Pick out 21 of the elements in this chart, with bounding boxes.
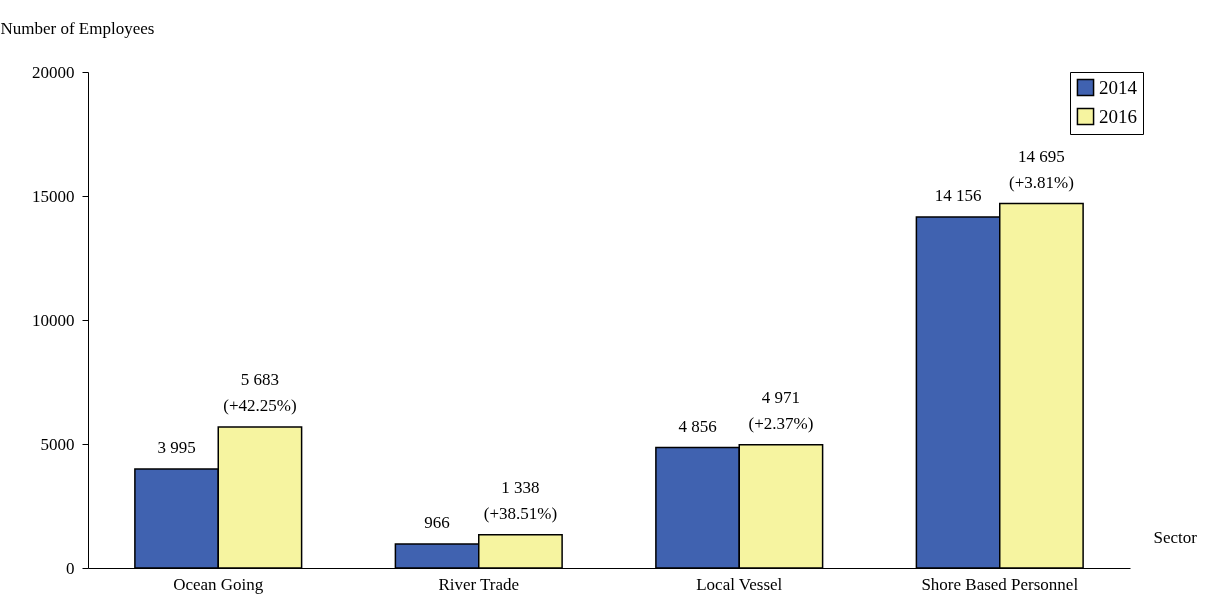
data-label: 4 856 — [678, 416, 717, 436]
legend-label: 2016 — [1099, 105, 1137, 127]
y-tick-label: 0 — [66, 558, 75, 578]
text: 14 695 (+3.81%) — [1009, 146, 1074, 192]
y-tick-label: 5000 — [40, 434, 75, 454]
x-tick-label: Ocean Going — [173, 574, 264, 594]
y-tick-label: 15000 — [32, 186, 75, 206]
x-axis-title: Sector — [1153, 527, 1198, 547]
data-label: 14 156 — [934, 185, 982, 205]
text: 1 338 (+38.51%) — [483, 477, 558, 523]
x-tick-label: Local Vessel — [696, 574, 783, 594]
y-tick-label: 20000 — [32, 62, 75, 82]
x-tick-label: River Trade — [438, 574, 520, 594]
data-label: 3 995 — [157, 437, 196, 457]
legend-label: 2014 — [1099, 76, 1138, 98]
y-axis-title: Number of Employees — [0, 18, 155, 38]
y-tick-label: 10000 — [32, 310, 75, 330]
x-tick-label: Shore Based Personnel — [921, 574, 1079, 594]
text: 4 971 (+2.37%) — [748, 387, 814, 433]
text: 5 683 (+42.25%) — [223, 370, 297, 416]
data-label: 966 — [424, 513, 450, 533]
